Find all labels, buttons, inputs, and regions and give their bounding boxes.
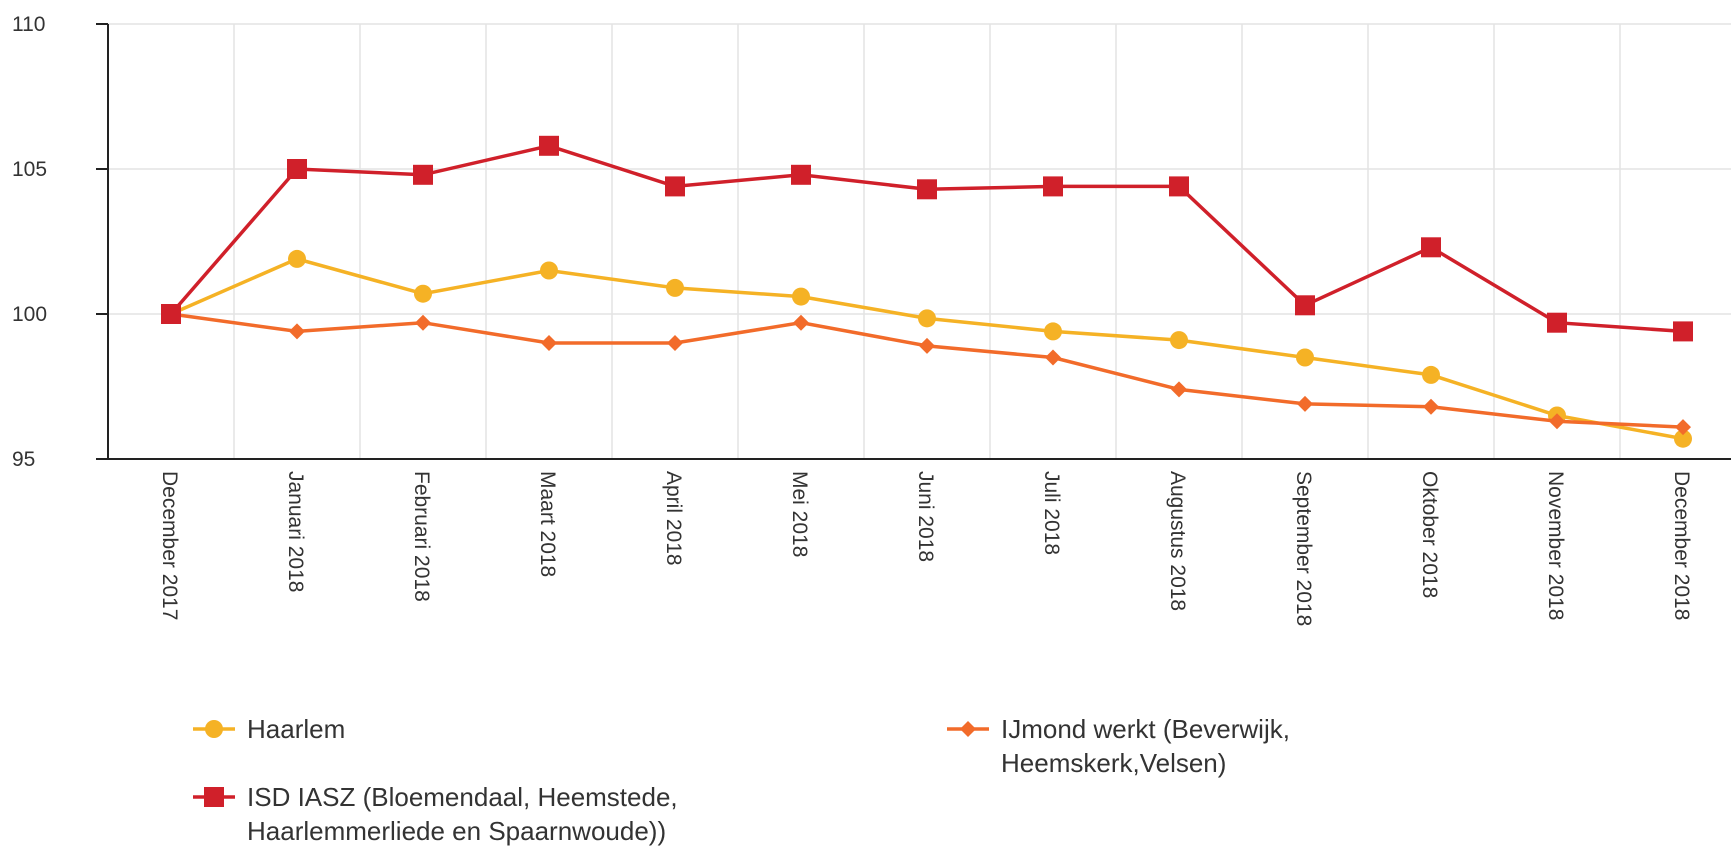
point [791,164,811,185]
x-tick-label: September 2018 [1292,471,1315,626]
point [1421,237,1441,258]
point [541,335,557,351]
point [539,135,559,156]
point [667,335,683,351]
y-tick-label: 105 [12,158,47,181]
x-tick-label: Augustus 2018 [1166,471,1189,611]
x-tick-label: Januari 2018 [284,471,307,592]
point [1674,429,1692,448]
point [1045,349,1061,366]
series-line [169,143,1684,334]
point [205,720,223,738]
x-tick-label: December 2017 [158,471,181,620]
point [665,176,685,197]
x-tick-label: November 2018 [1544,471,1567,620]
point [792,287,810,306]
point [289,323,305,340]
legend-label: ISD IASZ (Bloemendaal, Heemstede, Haarle… [247,782,678,846]
point [1296,348,1314,367]
point [413,164,433,185]
point [1423,398,1439,415]
x-tick-label: Oktober 2018 [1418,471,1441,598]
x-tick-label: Juni 2018 [914,471,937,562]
point [414,284,432,303]
point [415,314,431,331]
x-tick-label: Juli 2018 [1040,471,1063,555]
point [666,278,684,297]
point [1170,331,1188,350]
point [793,314,809,331]
point [1547,312,1567,333]
point [917,179,937,200]
x-tick-label: Mei 2018 [788,471,811,557]
legend-label: Haarlem [247,714,346,744]
series-line [170,312,1684,429]
y-tick-label: 110 [12,13,45,36]
legend-label: IJmond werkt (Beverwijk, Heemskerk,Velse… [1001,714,1290,778]
y-tick-label: 100 [12,303,47,326]
x-tick-label: April 2018 [662,471,685,566]
x-tick-label: December 2018 [1670,471,1693,620]
x-tick-label: Maart 2018 [536,471,559,577]
point [1295,295,1315,316]
x-tick-label: Februari 2018 [410,471,433,602]
point [960,721,976,737]
point [918,309,936,328]
y-tick-label: 95 [12,448,35,471]
point [1297,395,1313,412]
point [1422,365,1440,384]
point [919,337,935,354]
point [1044,322,1062,341]
point [1549,413,1565,430]
point [288,249,306,268]
point [540,261,558,280]
point [1043,176,1063,197]
point [287,159,307,179]
point [1171,381,1187,398]
point [1675,419,1691,436]
point [161,304,181,324]
point [204,787,224,807]
point [1169,176,1189,197]
point [1673,321,1693,342]
